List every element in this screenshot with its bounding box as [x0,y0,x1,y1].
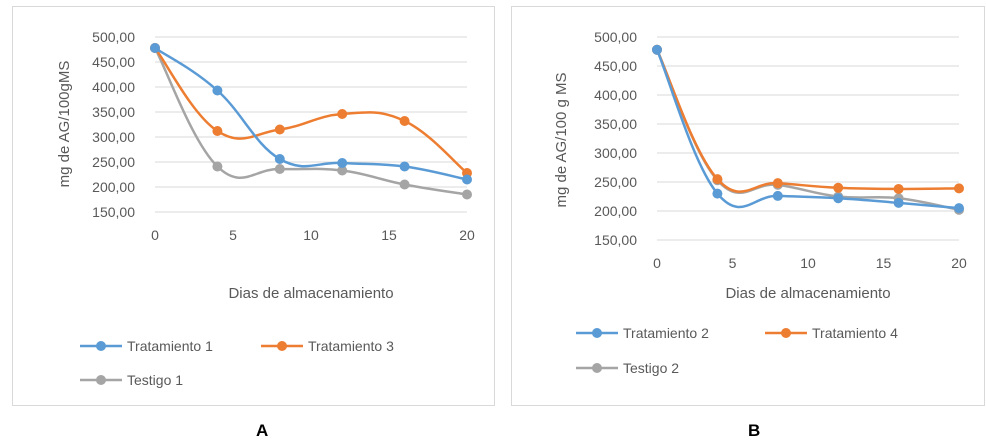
data-point [274,154,285,164]
legend-marker [592,363,602,373]
x-tick-label: 10 [800,255,816,271]
legend-marker [781,328,791,338]
x-tick-label: 0 [653,255,661,271]
y-tick-label: 500,00 [92,29,135,45]
data-point [399,116,410,126]
y-tick-label: 300,00 [594,145,637,161]
legend-marker [277,341,287,351]
x-tick-label: 20 [459,227,475,243]
y-tick-label: 400,00 [594,87,637,103]
data-point [954,183,964,194]
data-point [712,174,723,185]
data-point [337,165,348,176]
y-tick-label: 250,00 [92,154,135,170]
data-point [150,43,160,53]
chart-panel-b: 150,00 200,00 250,00 300,00 350,00 400,00 450,… [511,6,985,406]
data-point [399,179,410,190]
y-axis-title: mg de AG/100gMS [56,61,73,188]
x-tick-label: 15 [381,227,397,243]
panel-label-a: A [256,421,269,440]
y-tick-label: 300,00 [92,129,135,145]
x-tick-label: 10 [303,227,319,243]
x-axis-title: Dias de almacenamiento [725,285,890,302]
x-tick-label: 15 [876,255,892,271]
data-point [893,183,904,194]
data-point [954,203,964,214]
legend-label: Testigo 2 [623,360,679,376]
data-point [212,126,223,136]
data-point [337,158,348,168]
data-point [399,161,410,172]
data-point [462,189,472,200]
data-point [212,161,223,172]
series-line [154,46,468,181]
y-tick-label: 450,00 [92,54,135,70]
y-tick-label: 150,00 [92,204,135,220]
x-tick-label: 0 [151,227,159,243]
x-axis-title: Dias de almacenamiento [228,285,393,302]
data-point [772,178,783,189]
series-line [655,49,960,210]
data-point [274,164,285,174]
legend-label: Tratamiento 1 [127,338,213,354]
legend-label: Testigo 1 [127,372,183,388]
data-point [274,124,285,135]
y-tick-label: 200,00 [92,179,135,195]
legend-label: Tratamiento 3 [308,338,394,354]
y-tick-label: 450,00 [594,58,637,74]
y-tick-label: 500,00 [594,29,637,45]
data-point [772,190,783,201]
data-point [712,188,723,199]
chart-b: 150,00 200,00 250,00 300,00 350,00 400,00 450,… [553,29,967,376]
data-point [212,85,223,96]
y-tick-label: 350,00 [594,116,637,132]
y-tick-label: 200,00 [594,203,637,219]
legend-label: Tratamiento 2 [623,325,709,341]
panel-label-b: B [748,421,761,440]
data-point [833,193,844,204]
x-tick-label: 20 [951,255,967,271]
data-point [652,44,662,55]
legend-marker [96,375,106,385]
y-tick-label: 250,00 [594,174,637,190]
chart-a: 150,00 200,00 250,00 300,00 350,00 400,00 450,… [56,29,475,388]
y-axis-title: mg de AG/100 g MS [553,72,570,207]
y-tick-label: 150,00 [594,232,637,248]
legend-marker [592,328,602,338]
legend-label: Tratamiento 4 [812,325,898,341]
x-tick-label: 5 [229,227,237,243]
data-point [893,197,904,208]
series-line [154,47,468,174]
data-point [337,109,348,119]
y-tick-label: 350,00 [92,104,135,120]
data-point [462,174,472,185]
data-point [833,182,844,193]
chart-panel-a: 150,00 200,00 250,00 300,00 350,00 400,00 450,… [12,6,495,406]
x-tick-label: 5 [729,255,737,271]
y-tick-label: 400,00 [92,79,135,95]
legend-marker [96,341,106,351]
